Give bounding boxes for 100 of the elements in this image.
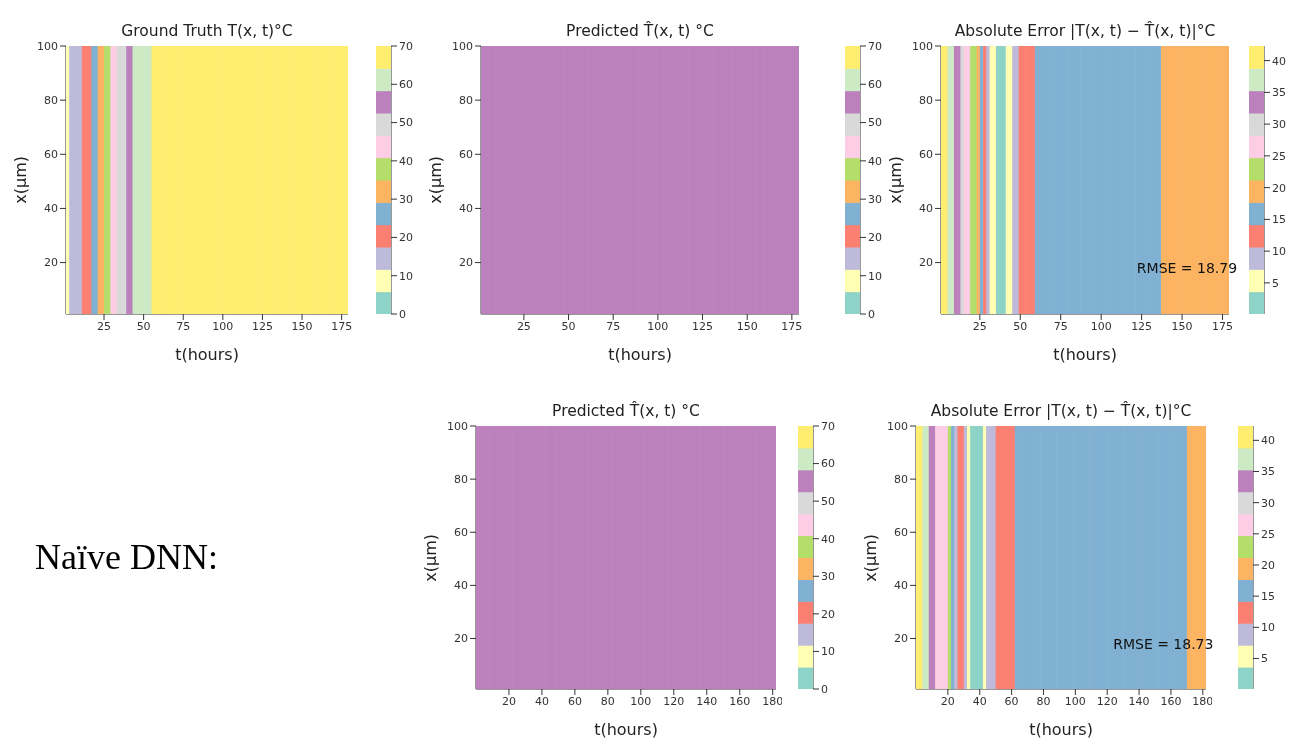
- color-bar-label: 25: [1272, 149, 1286, 163]
- y-tick-label: 20: [919, 256, 933, 270]
- color-bar-label: 10: [399, 269, 413, 283]
- y-tick-label: 80: [919, 94, 933, 108]
- x-tick-label: 100: [212, 319, 234, 333]
- text: Naïve DNN:: [35, 535, 218, 578]
- annotation: RMSE = 18.73: [1113, 636, 1214, 653]
- y-tick-label: 80: [454, 473, 468, 487]
- color-bar-label: 0: [868, 307, 875, 321]
- x-axis-title: t(hours): [594, 720, 658, 739]
- x-tick-label: 160: [729, 694, 751, 708]
- color-bar-label: 10: [1261, 621, 1275, 635]
- color-bar-label: 10: [1272, 245, 1286, 259]
- x-tick-label: 60: [567, 694, 582, 708]
- color-bar-label: 30: [399, 193, 413, 207]
- x-tick-label: 50: [136, 319, 151, 333]
- y-tick-label: 100: [912, 39, 933, 53]
- color-bar-label: 20: [1272, 181, 1286, 195]
- x-tick-label: 150: [1171, 319, 1193, 333]
- x-tick-label: 180: [762, 694, 784, 708]
- x-tick-label: 180: [1192, 694, 1214, 708]
- x-tick-label: 160: [1160, 694, 1182, 708]
- color-bar-label: 30: [1272, 118, 1286, 132]
- x-tick-label: 100: [1090, 319, 1112, 333]
- x-tick-label: 20: [501, 694, 516, 708]
- y-tick-label: 80: [459, 94, 473, 108]
- x-tick-label: 100: [630, 694, 652, 708]
- y-tick-label: 20: [894, 632, 908, 646]
- x-tick-label: 25: [516, 319, 531, 333]
- y-axis-title: x(μm): [861, 533, 881, 582]
- x-tick-label: 100: [1064, 694, 1086, 708]
- y-tick-label: 100: [887, 419, 908, 433]
- x-tick-label: 60: [1004, 694, 1019, 708]
- chart-title: Ground Truth T(x, t)°C: [120, 22, 294, 40]
- y-tick-label: 40: [894, 579, 908, 593]
- y-axis-title: x(μm): [11, 156, 31, 204]
- color-bar-label: 15: [1272, 213, 1286, 227]
- x-tick-label: 40: [534, 694, 549, 708]
- y-tick-label: 40: [454, 579, 468, 593]
- y-tick-label: 40: [919, 202, 933, 216]
- color-bar-label: 60: [821, 457, 835, 471]
- y-tick-label: 20: [454, 632, 468, 646]
- chart-title: Absolute Error |T(x, t) − T̂(x, t)|°C: [929, 402, 1193, 420]
- color-bar-label: 40: [1272, 54, 1286, 68]
- x-axis-title: t(hours): [1053, 345, 1117, 364]
- color-bar-label: 70: [399, 39, 413, 53]
- color-bar-label: 5: [1261, 652, 1268, 666]
- x-tick-label: 175: [1212, 319, 1234, 333]
- x-tick-label: 75: [1053, 319, 1068, 333]
- color-bar-label: 40: [399, 154, 413, 168]
- color-bar-label: 0: [399, 307, 406, 321]
- x-tick-label: 125: [1131, 319, 1153, 333]
- x-tick-label: 150: [736, 319, 758, 333]
- color-bar-label: 40: [1261, 434, 1275, 448]
- color-bar-label: 50: [821, 495, 835, 509]
- x-tick-label: 175: [781, 319, 803, 333]
- color-bar-label: 10: [821, 645, 835, 659]
- y-tick-label: 60: [919, 148, 933, 162]
- x-tick-label: 50: [561, 319, 576, 333]
- color-bar-label: 20: [821, 607, 835, 621]
- y-axis-title: x(μm): [886, 156, 906, 204]
- x-tick-label: 75: [606, 319, 621, 333]
- y-tick-label: 40: [44, 202, 58, 216]
- x-tick-label: 120: [1096, 694, 1118, 708]
- x-axis-title: t(hours): [175, 345, 239, 364]
- x-tick-label: 125: [251, 319, 273, 333]
- x-tick-label: 175: [331, 319, 353, 333]
- color-bar-label: 25: [1261, 527, 1275, 541]
- color-bar-label: 20: [868, 231, 882, 245]
- color-bar-label: 60: [399, 78, 413, 92]
- color-bar-label: 30: [1261, 496, 1275, 510]
- chart-title: Predicted T̂(x, t) °C: [551, 402, 701, 420]
- color-bar-label: 50: [868, 116, 882, 130]
- x-tick-label: 40: [972, 694, 987, 708]
- x-tick-label: 140: [1128, 694, 1150, 708]
- color-bar-label: 5: [1272, 276, 1279, 290]
- color-bar-label: 70: [821, 419, 835, 433]
- x-tick-label: 100: [647, 319, 669, 333]
- chart-title: Predicted T̂(x, t) °C: [565, 22, 715, 40]
- x-tick-label: 80: [1036, 694, 1051, 708]
- x-tick-label: 150: [291, 319, 313, 333]
- y-tick-label: 60: [44, 148, 58, 162]
- y-tick-label: 40: [459, 202, 473, 216]
- color-bar-label: 0: [821, 682, 828, 696]
- x-axis-title: t(hours): [608, 345, 672, 364]
- y-tick-label: 60: [454, 526, 468, 540]
- color-bar-label: 10: [868, 269, 882, 283]
- y-axis-title: x(μm): [426, 156, 446, 204]
- y-tick-label: 20: [44, 256, 58, 270]
- x-tick-label: 25: [972, 319, 987, 333]
- color-bar-label: 30: [868, 193, 882, 207]
- color-bar-label: 20: [1261, 558, 1275, 572]
- color-bar-label: 35: [1272, 86, 1286, 100]
- y-tick-label: 80: [44, 94, 58, 108]
- y-tick-label: 100: [37, 39, 58, 53]
- color-bar-label: 50: [399, 116, 413, 130]
- color-bar-label: 35: [1261, 465, 1275, 479]
- y-tick-label: 20: [459, 256, 473, 270]
- color-bar-label: 40: [868, 154, 882, 168]
- color-bar-label: 60: [868, 78, 882, 92]
